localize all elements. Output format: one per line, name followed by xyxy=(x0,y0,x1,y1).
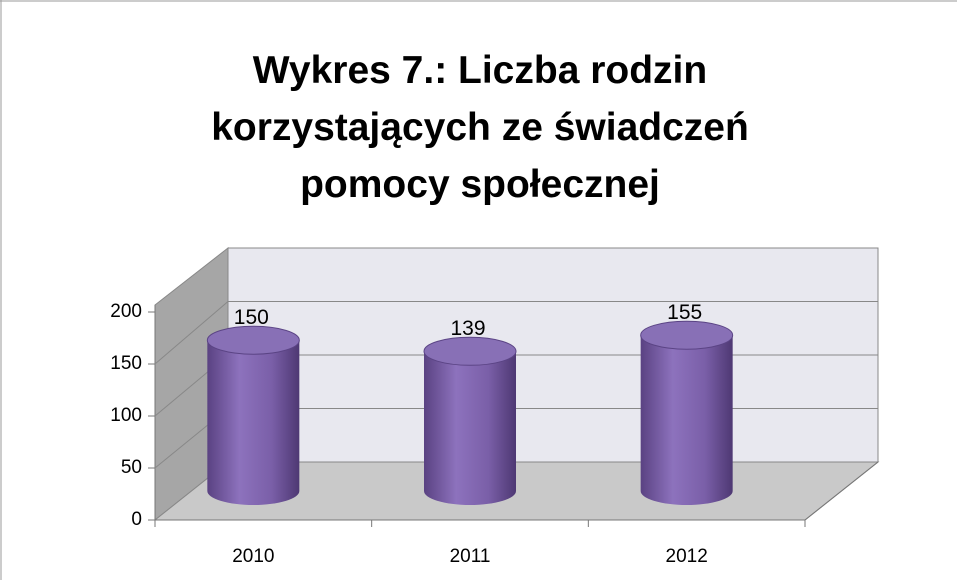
x-tick-label: 2010 xyxy=(232,546,274,567)
x-tick-label: 2012 xyxy=(666,546,708,567)
cylinder-body xyxy=(424,351,516,505)
y-tick-label: 200 xyxy=(110,301,142,322)
data-label: 150 xyxy=(234,306,269,329)
data-label: 139 xyxy=(450,317,485,340)
data-label: 155 xyxy=(667,301,702,324)
chart-title: Wykres 7.: Liczba rodzin korzystających … xyxy=(211,49,749,206)
y-tick-label: 100 xyxy=(110,405,142,426)
grid-line xyxy=(154,301,229,365)
axis-edge xyxy=(804,461,879,521)
cylinder-top xyxy=(206,325,300,355)
cylinder-body xyxy=(640,335,733,506)
cylinder-top xyxy=(640,320,734,350)
x-tick-label: 2011 xyxy=(450,546,491,567)
y-tick-label: 50 xyxy=(121,457,142,478)
cylinder-top xyxy=(423,336,517,366)
cylinder-body xyxy=(207,340,300,505)
y-tick-label: 150 xyxy=(110,353,142,374)
y-tick-label: 0 xyxy=(131,509,142,530)
